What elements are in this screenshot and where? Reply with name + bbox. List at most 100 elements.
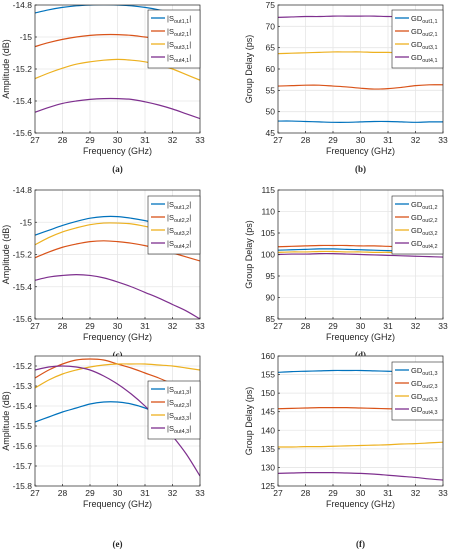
y-tick-label: 110 (261, 207, 275, 217)
y-axis-label: Amplitude (dB) (1, 391, 11, 451)
y-tick-label: -15.2 (13, 250, 33, 260)
legend-box (147, 195, 201, 255)
series-line (35, 58, 200, 81)
chart-panel: 27 28 29 30 31 32 33 85 90 95 100 105 110 115 Frequenc… (244, 185, 448, 360)
x-tick-label: 29 (328, 135, 338, 145)
x-tick-label: 33 (195, 135, 205, 145)
legend: |Sout1,1| |Sout2,1| |Sout3,1| |Sout4,1| (147, 9, 201, 69)
y-tick-label: -15.4 (13, 401, 33, 411)
series-line (35, 97, 200, 120)
legend-label: GDout4,3 (411, 405, 438, 416)
y-tick-label: -15.6 (13, 128, 33, 138)
y-tick-label: -15.8 (13, 481, 33, 491)
y-tick-label: 135 (261, 444, 275, 454)
legend-label: |Sout2,1| (167, 27, 191, 38)
series-line (278, 84, 443, 90)
y-tick-label: -15 (20, 217, 33, 227)
legend: GDout1,2 GDout2,2 GDout3,2 GDout4,2 (391, 195, 444, 255)
y-tick-label: -15.6 (13, 441, 33, 451)
legend-label: GDout2,3 (411, 379, 438, 390)
x-tick-label: 31 (383, 488, 393, 498)
chart-panel: 27 28 29 30 31 32 33 125 130 135 140 145 150 155 160 Fr… (244, 351, 448, 549)
y-tick-label: 60 (266, 64, 276, 74)
x-tick-label: 33 (195, 488, 205, 498)
y-tick-label: 50 (266, 107, 276, 117)
legend-label: GDout4,1 (411, 53, 438, 64)
series-line (278, 472, 443, 481)
y-tick-label: 100 (261, 250, 275, 260)
x-tick-label: 33 (438, 321, 448, 331)
x-tick-label: 30 (113, 321, 123, 331)
legend-label: |Sout2,3| (167, 398, 191, 409)
x-tick-label: 33 (438, 135, 448, 145)
legend-label: GDout1,1 (411, 14, 438, 25)
y-tick-label: 45 (266, 128, 276, 138)
x-tick-label: 30 (356, 321, 366, 331)
legend-box (147, 9, 201, 69)
y-tick-label: -15.7 (13, 461, 33, 471)
series-line (278, 120, 443, 123)
y-axis-label: Amplitude (dB) (1, 225, 11, 285)
legend-label: |Sout3,2| (167, 226, 191, 237)
x-axis-label: Frequency (GHz) (83, 332, 152, 342)
y-tick-label: -15.2 (13, 64, 33, 74)
y-tick-label: 75 (266, 0, 276, 10)
x-tick-label: 29 (328, 488, 338, 498)
y-tick-label: 150 (261, 388, 275, 398)
y-tick-label: -15.3 (13, 381, 33, 391)
legend-label: GDout1,3 (411, 366, 438, 377)
y-tick-label: 95 (266, 271, 276, 281)
y-tick-label: -15.2 (13, 361, 33, 371)
y-tick-label: -15.6 (13, 314, 33, 324)
legend-label: GDout4,2 (411, 239, 438, 250)
panel-label: (d) (355, 350, 366, 360)
x-tick-label: 31 (140, 488, 150, 498)
legend: |Sout1,2| |Sout2,2| |Sout3,2| |Sout4,2| (147, 195, 201, 255)
series-line (278, 441, 443, 448)
legend: GDout1,3 GDout2,3 GDout3,3 GDout4,3 (391, 361, 444, 421)
y-tick-label: -15 (20, 32, 33, 42)
y-tick-label: 125 (261, 481, 275, 491)
legend-label: GDout1,2 (411, 200, 438, 211)
y-tick-label: 70 (266, 21, 276, 31)
y-tick-label: 130 (261, 462, 275, 472)
x-tick-label: 28 (58, 488, 68, 498)
y-tick-label: -15.4 (13, 282, 33, 292)
x-tick-label: 27 (30, 488, 40, 498)
x-tick-label: 32 (411, 488, 421, 498)
y-tick-label: -15.5 (13, 421, 33, 431)
y-tick-label: 90 (266, 293, 276, 303)
x-axis-label: Frequency (GHz) (326, 499, 395, 509)
legend-label: |Sout3,3| (167, 411, 191, 422)
x-tick-label: 27 (273, 135, 283, 145)
y-axis-label: Group Delay (ps) (244, 220, 254, 289)
legend-box (391, 9, 444, 69)
x-tick-label: 31 (140, 135, 150, 145)
legend-box (391, 195, 444, 255)
x-tick-label: 27 (273, 488, 283, 498)
x-tick-label: 31 (140, 321, 150, 331)
x-tick-label: 27 (273, 321, 283, 331)
y-tick-label: 145 (261, 407, 275, 417)
legend-label: |Sout1,3| (167, 385, 191, 396)
x-tick-label: 28 (58, 135, 68, 145)
legend-label: GDout3,1 (411, 40, 438, 51)
x-tick-label: 32 (411, 321, 421, 331)
y-tick-label: 155 (261, 370, 275, 380)
x-axis-label: Frequency (GHz) (83, 499, 152, 509)
x-tick-label: 30 (113, 135, 123, 145)
y-tick-label: 65 (266, 43, 276, 53)
series-line (35, 274, 200, 319)
y-tick-label: -14.8 (13, 185, 33, 195)
legend-box (391, 361, 444, 421)
chart-panel: 27 28 29 30 31 32 33 45 50 55 60 65 70 75 Frequency (G… (244, 0, 448, 174)
panel-label: (c) (113, 350, 123, 360)
chart-panel: 27 28 29 30 31 32 33 -15.6 -15.4 -15.2 -15 -14.8 Fre… (1, 185, 205, 360)
x-tick-label: 28 (301, 321, 311, 331)
panel-label: (a) (112, 164, 123, 174)
y-tick-label: 115 (261, 185, 275, 195)
legend-label: |Sout4,3| (167, 424, 191, 435)
legend-label: |Sout1,2| (167, 200, 191, 211)
legend-label: |Sout3,1| (167, 40, 191, 51)
